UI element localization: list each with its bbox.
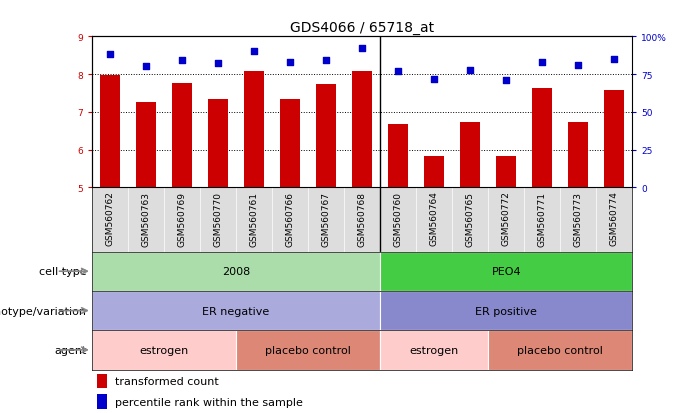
Point <box>464 67 475 74</box>
Bar <box>92 252 380 291</box>
Point <box>609 57 619 63</box>
Bar <box>97 394 107 409</box>
Text: GSM560767: GSM560767 <box>322 191 330 246</box>
Bar <box>496 157 516 188</box>
Point <box>320 58 331 64</box>
Bar <box>380 291 632 330</box>
Text: transformed count: transformed count <box>115 376 219 386</box>
Text: GSM560766: GSM560766 <box>286 191 294 246</box>
Bar <box>568 123 588 188</box>
Point <box>500 78 511 84</box>
Text: placebo control: placebo control <box>265 345 351 355</box>
Text: GSM560773: GSM560773 <box>574 191 583 246</box>
Text: GSM560774: GSM560774 <box>610 191 619 246</box>
Point <box>105 52 116 59</box>
Bar <box>424 157 444 188</box>
Point <box>284 59 295 66</box>
Bar <box>208 100 228 188</box>
Text: 2008: 2008 <box>222 266 250 277</box>
Point <box>428 76 439 83</box>
Bar <box>100 76 120 188</box>
Bar <box>172 83 192 188</box>
Text: estrogen: estrogen <box>139 345 188 355</box>
Text: ER positive: ER positive <box>475 306 537 316</box>
Text: GSM560764: GSM560764 <box>430 191 439 246</box>
Text: agent: agent <box>54 345 86 355</box>
Bar <box>380 330 488 370</box>
Text: estrogen: estrogen <box>409 345 459 355</box>
Point <box>212 61 223 68</box>
Text: GSM560760: GSM560760 <box>394 191 403 246</box>
Bar <box>352 72 372 188</box>
Bar <box>280 100 300 188</box>
Text: percentile rank within the sample: percentile rank within the sample <box>115 397 303 407</box>
Text: GSM560768: GSM560768 <box>358 191 367 246</box>
Bar <box>244 72 264 188</box>
Text: genotype/variation: genotype/variation <box>0 306 86 316</box>
Bar <box>136 102 156 188</box>
Text: ER negative: ER negative <box>203 306 269 316</box>
Bar <box>97 374 107 388</box>
Text: GSM560762: GSM560762 <box>105 191 114 246</box>
Bar <box>92 330 236 370</box>
Bar <box>316 85 336 188</box>
Text: placebo control: placebo control <box>517 345 603 355</box>
Point <box>248 49 259 55</box>
Point <box>392 69 403 75</box>
Title: GDS4066 / 65718_at: GDS4066 / 65718_at <box>290 21 434 35</box>
Bar <box>532 89 552 188</box>
Point <box>356 46 367 52</box>
Bar <box>236 330 380 370</box>
Text: GSM560769: GSM560769 <box>177 191 186 246</box>
Bar <box>488 330 632 370</box>
Text: GSM560771: GSM560771 <box>538 191 547 246</box>
Point <box>176 58 187 64</box>
Bar <box>605 91 624 188</box>
Text: GSM560763: GSM560763 <box>141 191 150 246</box>
Point <box>573 62 583 69</box>
Text: GSM560761: GSM560761 <box>250 191 258 246</box>
Text: PEO4: PEO4 <box>492 266 521 277</box>
Point <box>141 64 152 71</box>
Point <box>537 59 547 66</box>
Text: cell type: cell type <box>39 266 86 277</box>
Bar <box>460 123 480 188</box>
Bar <box>388 125 408 188</box>
Bar <box>92 291 380 330</box>
Text: GSM560765: GSM560765 <box>466 191 475 246</box>
Text: GSM560772: GSM560772 <box>502 191 511 246</box>
Bar <box>380 252 632 291</box>
Text: GSM560770: GSM560770 <box>214 191 222 246</box>
